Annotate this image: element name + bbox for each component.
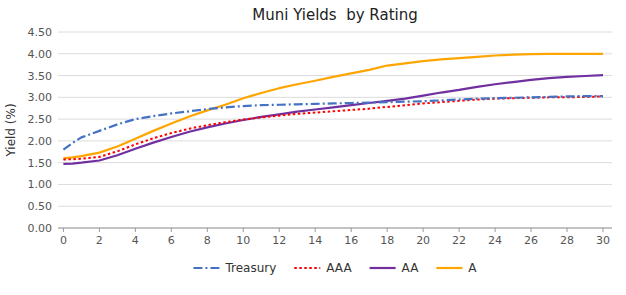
- x-tick-label: 24: [488, 234, 502, 247]
- x-tick: [99, 228, 100, 232]
- x-tick-label: 10: [236, 234, 250, 247]
- x-tick-label: 12: [272, 234, 286, 247]
- y-tick-label: 1.00: [28, 178, 53, 191]
- x-tick: [351, 228, 352, 232]
- x-tick: [243, 228, 244, 232]
- grid-line: [58, 206, 612, 207]
- legend-swatch: [436, 267, 462, 269]
- x-tick-label: 16: [344, 234, 358, 247]
- legend-swatch: [193, 267, 219, 269]
- legend-label: AA: [402, 261, 420, 275]
- legend-swatch: [294, 267, 320, 269]
- y-tick-label: 0.50: [28, 200, 53, 213]
- x-tick: [423, 228, 424, 232]
- x-tick: [495, 228, 496, 232]
- grid: [58, 32, 612, 228]
- x-tick-label: 4: [132, 234, 139, 247]
- x-tick: [531, 228, 532, 232]
- series-line: [63, 96, 603, 150]
- x-axis-line: [58, 228, 612, 229]
- y-tick-label: 2.50: [28, 113, 53, 126]
- x-tick: [207, 228, 208, 232]
- y-tick-label: 3.00: [28, 91, 53, 104]
- grid-line: [58, 228, 612, 229]
- x-tick-label: 30: [596, 234, 610, 247]
- x-tick-label: 6: [168, 234, 175, 247]
- chart: Muni Yields by Rating Yield (%) 0.00 0.50 1.…: [0, 0, 626, 295]
- grid-line: [58, 162, 612, 163]
- legend-label: AAA: [326, 261, 352, 275]
- x-tick: [63, 228, 64, 232]
- x-tick-label: 14: [308, 234, 322, 247]
- x-tick: [135, 228, 136, 232]
- x-tick-label: 0: [60, 234, 67, 247]
- lines: [63, 54, 603, 164]
- y-tick-label: 2.00: [28, 135, 53, 148]
- y-tick-label: 3.50: [28, 70, 53, 83]
- grid-line: [58, 32, 612, 33]
- series-line: [63, 75, 603, 164]
- x-tick-label: 22: [452, 234, 466, 247]
- x-tick: [315, 228, 316, 232]
- x-tick: [567, 228, 568, 232]
- x-tick-label: 26: [524, 234, 538, 247]
- x-tick: [603, 228, 604, 232]
- grid-line: [58, 140, 612, 141]
- x-tick-label: 18: [380, 234, 394, 247]
- y-tick-label: 1.50: [28, 157, 53, 170]
- x-tick-label: 28: [560, 234, 574, 247]
- legend: TreasuryAAAAAA: [193, 261, 477, 275]
- y-axis-label: Yield (%): [4, 103, 18, 157]
- x-tick: [279, 228, 280, 232]
- y-tick-label: 4.00: [28, 48, 53, 61]
- legend-label: Treasury: [224, 261, 276, 275]
- x-tick: [171, 228, 172, 232]
- x-tick-label: 8: [204, 234, 211, 247]
- title: Muni Yields by Rating: [252, 6, 417, 24]
- x-tick-label: 20: [416, 234, 430, 247]
- series-line: [63, 96, 603, 159]
- y-tick-label: 4.50: [28, 26, 53, 39]
- y-tick-label: 0.00: [28, 222, 53, 235]
- legend-swatch: [370, 267, 396, 269]
- x-tick: [387, 228, 388, 232]
- x-tick: [459, 228, 460, 232]
- x-tick-label: 2: [96, 234, 103, 247]
- grid-line: [58, 119, 612, 120]
- grid-line: [58, 184, 612, 185]
- legend-label: A: [468, 261, 477, 275]
- series-line: [63, 54, 603, 159]
